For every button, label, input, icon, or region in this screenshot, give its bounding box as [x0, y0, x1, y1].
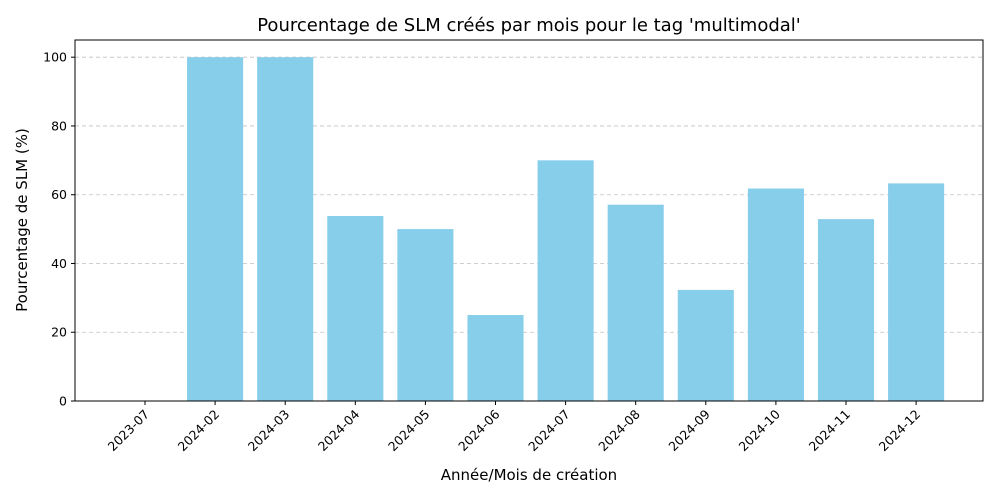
bar: [187, 57, 244, 401]
bar: [467, 315, 524, 401]
bar: [747, 188, 804, 401]
x-tick-label: 2024-05: [385, 407, 433, 455]
x-tick-label: 2024-12: [876, 407, 924, 455]
x-tick-label: 2024-06: [455, 406, 503, 454]
x-tick-label: 2024-03: [245, 407, 293, 455]
x-tick-label: 2024-09: [665, 406, 713, 454]
x-axis-label: Année/Mois de création: [441, 466, 617, 484]
x-tick-label: 2024-11: [806, 407, 854, 455]
x-axis-ticks: 2023-07 2024-02 2024-03 2024-04 2024-05 2024-…: [105, 401, 924, 455]
y-tick-label: 40: [51, 256, 67, 271]
y-tick-label: 60: [51, 187, 67, 202]
bar: [817, 219, 875, 401]
x-tick-label: 2024-02: [175, 407, 223, 455]
x-tick-label: 2024-04: [315, 406, 363, 454]
bar: [677, 289, 734, 401]
y-tick-label: 20: [51, 325, 67, 340]
y-axis-label: Pourcentage de SLM (%): [13, 128, 31, 312]
bar: [397, 229, 454, 401]
bar: [537, 160, 594, 401]
x-tick-label: 2024-10: [735, 406, 783, 454]
y-tick-label: 0: [59, 394, 67, 409]
bar: [607, 204, 664, 401]
x-tick-label: 2023-07: [105, 407, 153, 455]
x-tick-label: 2024-07: [525, 407, 573, 455]
y-axis-ticks: 0 20 40 60 80 100: [43, 50, 75, 409]
bar: [327, 216, 384, 401]
bar: [888, 183, 945, 401]
chart-title: Pourcentage de SLM créés par mois pour l…: [257, 15, 801, 36]
bar: [257, 57, 314, 401]
y-tick-label: 80: [51, 118, 67, 133]
x-tick-label: 2024-08: [595, 406, 643, 454]
plot-frame: [74, 39, 984, 402]
bars: [187, 57, 945, 401]
y-tick-label: 100: [43, 50, 67, 65]
